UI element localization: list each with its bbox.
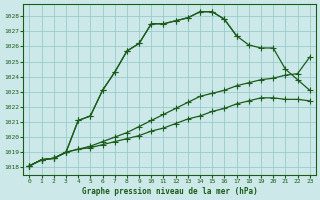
X-axis label: Graphe pression niveau de la mer (hPa): Graphe pression niveau de la mer (hPa): [82, 187, 258, 196]
